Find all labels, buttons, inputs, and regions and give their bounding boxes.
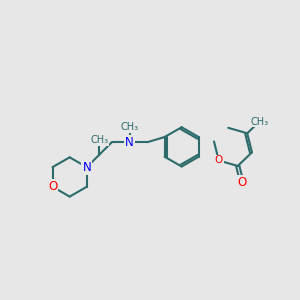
- Text: N: N: [82, 160, 91, 174]
- Text: CH₃: CH₃: [250, 117, 268, 127]
- Text: N: N: [125, 136, 134, 148]
- Text: O: O: [237, 176, 246, 189]
- Text: CH₃: CH₃: [90, 135, 108, 145]
- Text: CH₃: CH₃: [121, 122, 139, 132]
- Text: O: O: [214, 155, 223, 166]
- Text: N: N: [82, 160, 91, 174]
- Text: O: O: [48, 180, 57, 193]
